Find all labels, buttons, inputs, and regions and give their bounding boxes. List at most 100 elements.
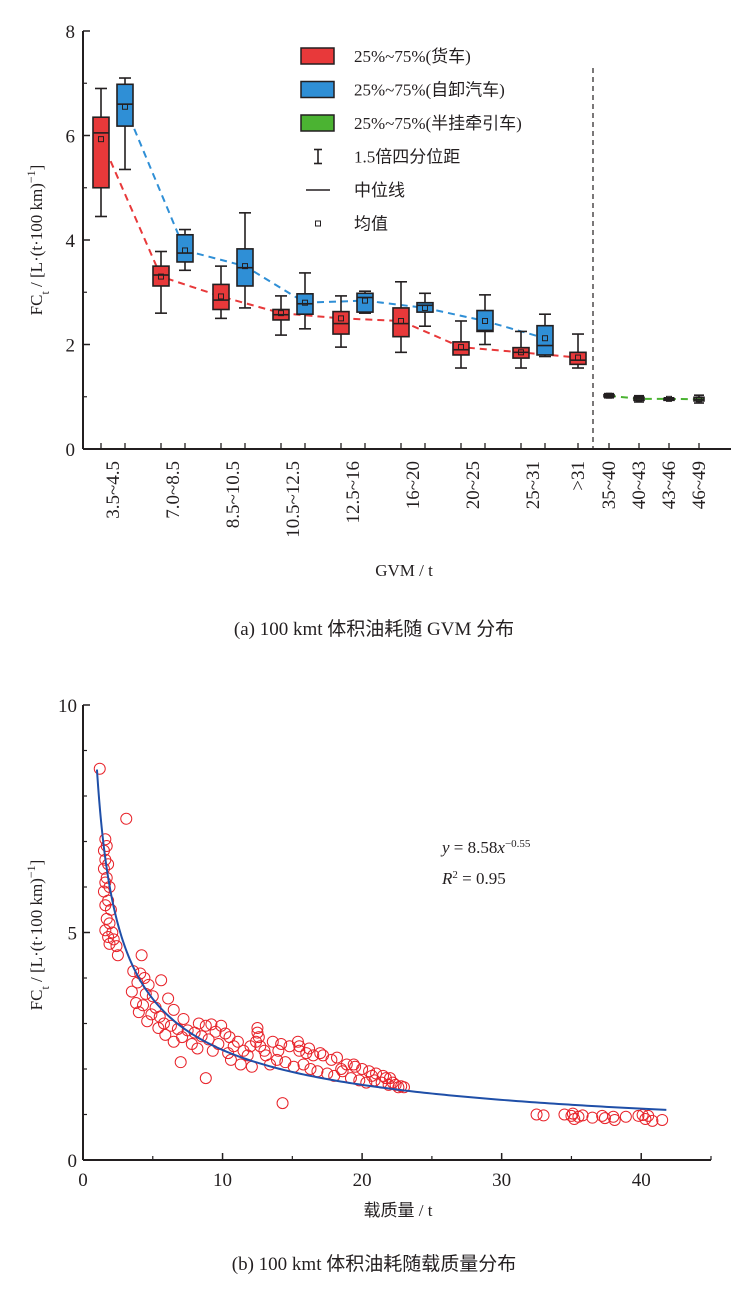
mean-marker: [362, 297, 368, 304]
mean-marker: [696, 396, 702, 403]
data-point: [379, 1072, 392, 1085]
data-point: [586, 1111, 599, 1124]
mean-marker: [636, 395, 642, 402]
y-label-superscript: −1: [24, 170, 38, 183]
mean-marker: [666, 395, 672, 402]
mean-marker: [218, 293, 224, 300]
box-dump: [356, 290, 374, 314]
data-point: [365, 1069, 378, 1082]
data-point: [558, 1108, 571, 1121]
data-point: [103, 937, 116, 950]
x-tick-label: 46~49: [689, 461, 710, 509]
x-tick-label: 43~46: [659, 461, 680, 509]
data-point: [99, 876, 112, 889]
mean-marker: [606, 392, 612, 399]
legend-label: 均值: [354, 215, 388, 234]
legend-item: 均值: [315, 215, 388, 234]
x-tick-label: 35~40: [599, 461, 620, 509]
legend-item: 1.5倍四分位距: [314, 148, 460, 167]
chart-b-axes: 0 5 10 0 10 20 30 40: [58, 696, 712, 1191]
data-point: [219, 1027, 232, 1040]
data-point: [251, 1026, 264, 1039]
r2-value: = 0.95: [458, 869, 506, 888]
data-point: [199, 1019, 212, 1032]
legend-label: 1.5倍四分位距: [354, 148, 460, 167]
chart-a-mean-trend-lines: [100, 106, 700, 401]
box-semi: [633, 394, 645, 403]
chart-a-boxplot: 0 2 4 6 8 3.5~4.5 7.0~8.5 8.5~10.5 10.5~12.5 12.5…: [24, 22, 731, 640]
y-label-end: ]: [27, 165, 46, 171]
data-point: [293, 1044, 306, 1057]
legend-item: 25%~75%(自卸汽车): [300, 81, 505, 100]
chart-a-y-axis-title: FCt / [L·(t·100 km)−1]: [24, 165, 52, 316]
data-point: [125, 985, 138, 998]
data-point: [106, 926, 119, 939]
iqr-box: [212, 283, 230, 311]
x-tick-label: 40~43: [629, 461, 650, 509]
data-point: [347, 1058, 360, 1071]
box-truck: [332, 295, 350, 348]
mean-marker: [458, 344, 464, 351]
data-point: [152, 1022, 165, 1035]
data-point: [176, 1031, 189, 1044]
data-point: [120, 812, 133, 825]
data-point: [135, 949, 148, 962]
box-semi: [663, 395, 675, 402]
data-point: [335, 1063, 348, 1075]
data-point: [639, 1113, 652, 1126]
data-point: [103, 917, 116, 930]
x-tick-label: >31: [568, 461, 589, 491]
chart-a-x-axis-title: GVM / t: [375, 561, 433, 580]
x-tick-label: 7.0~8.5: [163, 461, 184, 519]
data-point: [576, 1109, 589, 1122]
legend-swatch: [300, 47, 335, 65]
y-tick-label: 6: [66, 127, 76, 148]
iqr-box: [392, 307, 410, 338]
x-tick-label: 25~31: [523, 461, 544, 509]
data-point: [632, 1109, 645, 1122]
data-point: [141, 1015, 154, 1028]
data-point: [110, 940, 123, 953]
legend-label: 25%~75%(半挂牵引车): [354, 114, 522, 133]
x-tick-label: 40: [632, 1170, 651, 1191]
y-label-unit: / [L·(t·100 km): [27, 878, 46, 986]
data-point: [250, 1035, 263, 1048]
data-point: [293, 1040, 306, 1053]
data-point: [349, 1060, 362, 1073]
x-tick-label: 12.5~16: [343, 461, 364, 524]
x-tick-label: 20~25: [463, 461, 484, 509]
data-point: [205, 1018, 218, 1031]
iqr-box: [569, 351, 587, 366]
data-point: [330, 1051, 343, 1064]
data-point: [174, 1056, 187, 1069]
data-point: [389, 1078, 402, 1091]
y-label-main: FC: [27, 295, 46, 316]
mean-marker: [542, 335, 548, 342]
x-tick-label: 16~20: [403, 461, 424, 509]
data-point: [162, 992, 175, 1005]
data-point: [231, 1035, 244, 1048]
data-point: [177, 1012, 190, 1025]
chart-b-caption: (b) 100 kmt 体积油耗随载质量分布: [232, 1253, 516, 1275]
data-point: [167, 1035, 180, 1048]
data-point: [234, 1058, 247, 1071]
data-point: [99, 833, 112, 846]
chart-a-caption: (a) 100 kmt 体积油耗随 GVM 分布: [234, 618, 514, 640]
trend-line-semi: [608, 394, 700, 401]
y-tick-label: 0: [66, 440, 76, 461]
data-point: [303, 1042, 316, 1055]
mean-marker: [422, 304, 428, 311]
legend-label: 25%~75%(货车): [354, 47, 471, 66]
iqr-box: [92, 116, 110, 189]
data-point: [272, 1044, 285, 1057]
y-label-subscript: t: [38, 986, 52, 990]
data-point: [132, 1006, 145, 1019]
data-point: [270, 1053, 283, 1066]
mean-marker: [158, 273, 164, 280]
x-tick-label: 10: [213, 1170, 232, 1191]
data-point: [356, 1063, 369, 1075]
data-point: [297, 1058, 310, 1071]
x-tick-label: 0: [78, 1170, 88, 1191]
box-dump: [176, 228, 194, 272]
x-tick-label: 20: [353, 1170, 372, 1191]
